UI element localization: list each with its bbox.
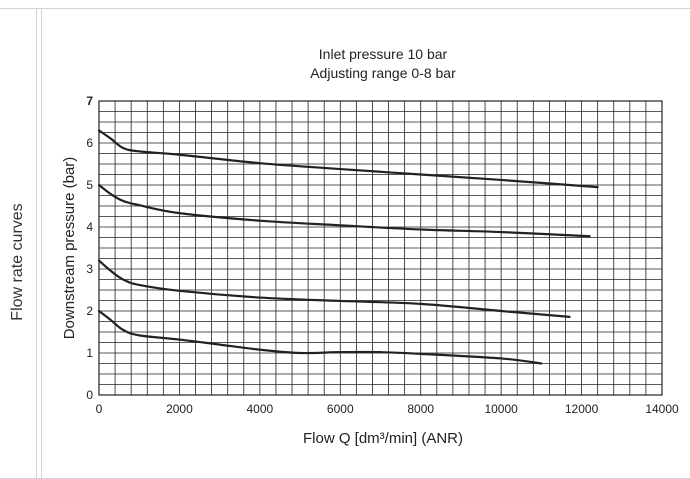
y-tick-label: 5 xyxy=(86,178,93,192)
y-tick-label: 0 xyxy=(86,388,93,402)
x-tick-label: 14000 xyxy=(645,402,679,416)
x-tick-label: 0 xyxy=(96,402,103,416)
y-tick-label: 6 xyxy=(86,136,93,150)
series-line-4 xyxy=(97,309,543,365)
frame-left-rule xyxy=(36,8,37,479)
x-tick-label: 10000 xyxy=(484,402,518,416)
series-line-3 xyxy=(97,259,571,318)
y-tick-label: 7 xyxy=(86,94,93,108)
x-tick-label: 2000 xyxy=(166,402,193,416)
y-tick-label: 1 xyxy=(86,346,93,360)
frame-top-rule xyxy=(0,8,690,9)
chart-ticks: 0 2000 4000 6000 8000 10000 12000 14000 0 1 2 3 4 5 6 7 xyxy=(86,94,679,416)
plot-frame xyxy=(98,100,663,396)
x-tick-label: 6000 xyxy=(327,402,354,416)
y-tick-label: 4 xyxy=(86,220,93,234)
y-tick-label: 3 xyxy=(86,262,93,276)
series-line-2 xyxy=(97,183,591,238)
chart-grid xyxy=(98,100,663,396)
frame-left-rule-inner xyxy=(41,8,42,479)
chart-series xyxy=(97,129,599,365)
x-axis-label: Flow Q [dm³/min] (ANR) xyxy=(303,430,463,447)
chart-subtitle: Adjusting range 0-8 bar xyxy=(310,65,456,81)
y-tick-label: 2 xyxy=(86,304,93,318)
x-tick-label: 12000 xyxy=(565,402,599,416)
x-tick-label: 4000 xyxy=(247,402,274,416)
series-line-1 xyxy=(97,129,599,189)
x-tick-label: 8000 xyxy=(407,402,434,416)
chart-title: Inlet pressure 10 bar xyxy=(319,46,448,62)
y-axis-label: Downstream pressure (bar) xyxy=(61,157,78,340)
